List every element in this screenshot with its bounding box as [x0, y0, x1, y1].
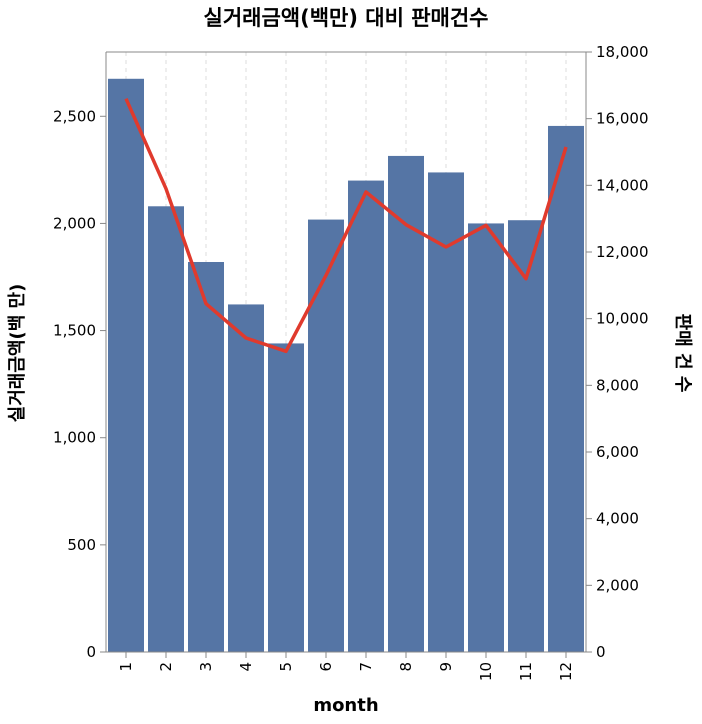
- bar-month-1: [108, 78, 144, 653]
- y2-tick-label: 8,000: [596, 376, 639, 394]
- x-tick-label: 3: [197, 662, 215, 672]
- y2-tick-label: 12,000: [596, 243, 649, 261]
- x-tick-label: 11: [517, 662, 535, 681]
- y-axis-title: 실거래금액(백 만): [7, 284, 28, 423]
- sales-count-line: [124, 97, 568, 354]
- x-tick-label: 9: [437, 662, 455, 672]
- y-tick-label: 2,000: [53, 214, 96, 232]
- bar-series: [108, 78, 584, 653]
- y2-axis-title: 판매 건 수: [672, 314, 693, 393]
- y-tick-label: 1,500: [53, 322, 96, 340]
- line-series: [124, 97, 568, 354]
- bar-month-11: [508, 220, 544, 652]
- axes: 0 500 1,000 1,500 2,000 2,500 0 2,000 4,000 6,000…: [53, 43, 648, 681]
- y2-tick-label: 16,000: [596, 110, 649, 128]
- bar-month-4: [228, 304, 264, 652]
- chart-title: 실거래금액(백만) 대비 판매건수: [204, 6, 489, 30]
- x-tick-label: 1: [117, 662, 135, 672]
- bar-month-2: [148, 206, 184, 653]
- y2-tick-label: 18,000: [596, 43, 649, 61]
- bar-month-7: [348, 180, 384, 653]
- x-axis-title: month: [313, 695, 378, 716]
- bar-month-9: [428, 172, 464, 652]
- y-tick-label: 1,000: [53, 429, 96, 447]
- x-tick-label: 12: [557, 662, 575, 681]
- y2-tick-label: 0: [596, 643, 606, 661]
- y2-tick-label: 4,000: [596, 510, 639, 528]
- bar-month-5: [268, 343, 304, 652]
- y-tick-label: 0: [86, 643, 96, 661]
- y-tick-label: 2,500: [53, 107, 96, 125]
- bar-month-10: [468, 223, 504, 652]
- x-tick-label: 5: [277, 662, 295, 672]
- bar-month-12: [548, 125, 584, 652]
- x-tick-label: 2: [157, 662, 175, 672]
- x-tick-label: 4: [237, 662, 255, 672]
- x-tick-label: 6: [317, 662, 335, 672]
- y2-tick-label: 6,000: [596, 443, 639, 461]
- y2-tick-label: 2,000: [596, 576, 639, 594]
- bar-month-8: [388, 155, 424, 652]
- x-tick-label: 10: [477, 662, 495, 681]
- x-tick-label: 8: [397, 662, 415, 672]
- y2-tick-label: 10,000: [596, 310, 649, 328]
- y-tick-label: 500: [67, 536, 96, 554]
- y2-tick-label: 14,000: [596, 176, 649, 194]
- bar-month-3: [188, 262, 224, 652]
- x-tick-label: 7: [357, 662, 375, 672]
- bar-month-6: [308, 219, 344, 653]
